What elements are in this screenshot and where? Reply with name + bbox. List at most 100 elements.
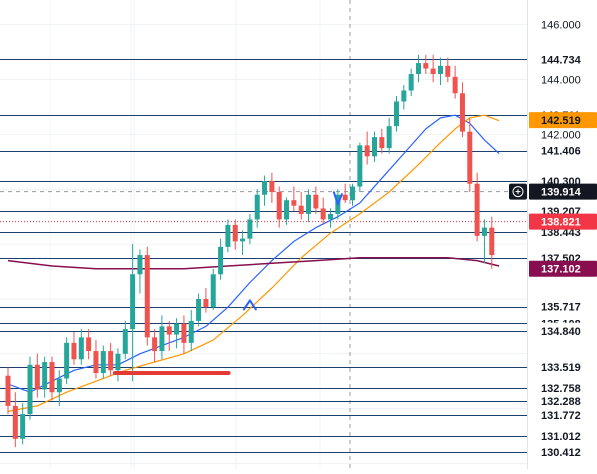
- price-axis: 146.000144.000142.000144.734142.711141.4…: [509, 0, 597, 469]
- candle: [291, 186, 297, 212]
- level-label: 134.840: [541, 326, 581, 338]
- candle: [108, 342, 114, 376]
- candle-body: [423, 63, 429, 69]
- candle-body: [313, 194, 319, 209]
- candle: [254, 189, 260, 228]
- candle-body: [269, 181, 275, 192]
- level-label: 131.772: [541, 410, 581, 422]
- candle: [393, 95, 399, 132]
- candle-body: [34, 364, 40, 390]
- candle-body: [174, 323, 180, 335]
- candle: [188, 309, 194, 352]
- candle-body: [122, 329, 128, 354]
- candle: [86, 329, 92, 360]
- candle: [269, 172, 275, 203]
- plus-icon: [512, 186, 524, 198]
- candle-body: [42, 362, 48, 390]
- candle-body: [445, 65, 451, 77]
- candle-body: [108, 351, 114, 371]
- candle: [203, 287, 209, 313]
- arrow-up-icon: [242, 299, 257, 311]
- candle-body: [20, 414, 26, 439]
- candle: [467, 117, 473, 192]
- candle: [20, 403, 26, 445]
- axis-tick-label: 144.000: [541, 75, 581, 87]
- candle: [27, 356, 33, 420]
- candle-body: [357, 145, 363, 187]
- candle: [306, 189, 312, 223]
- candle: [64, 337, 70, 384]
- candle: [350, 183, 356, 206]
- candle-body: [372, 137, 377, 157]
- candle-body: [276, 191, 282, 220]
- candle: [452, 65, 458, 99]
- candle: [122, 320, 128, 360]
- level-label-box: [529, 142, 597, 159]
- candle-body: [232, 224, 238, 242]
- level-label: 135.717: [541, 302, 581, 314]
- candle: [276, 186, 282, 228]
- candle-body: [64, 342, 70, 379]
- candle: [196, 293, 202, 327]
- price-badge-box: [529, 213, 597, 230]
- candle-body: [137, 255, 143, 275]
- candle: [174, 318, 180, 349]
- candle-body: [144, 255, 150, 338]
- level-label-box: [529, 358, 597, 375]
- level-label-box: [529, 379, 597, 396]
- candle: [137, 249, 143, 294]
- candle-body: [5, 375, 11, 406]
- candle-body: [393, 101, 399, 127]
- candle: [247, 213, 253, 245]
- candle-body: [379, 137, 385, 149]
- candle: [459, 82, 465, 138]
- candle-body: [130, 274, 136, 330]
- candle-body: [12, 405, 18, 439]
- candle: [357, 142, 363, 192]
- candle-body: [489, 227, 495, 256]
- candle: [401, 85, 407, 110]
- candle: [166, 320, 172, 352]
- level-label-box: [529, 406, 597, 423]
- candle-body: [306, 194, 312, 214]
- candle: [56, 370, 62, 406]
- candle: [298, 191, 304, 220]
- candle: [159, 315, 165, 360]
- candle: [445, 57, 451, 83]
- candle: [342, 183, 348, 203]
- candle: [408, 68, 414, 96]
- price-badge: 138.821: [541, 217, 581, 229]
- candle: [218, 238, 224, 280]
- axis-tick-label: 146.000: [541, 20, 581, 32]
- candle: [240, 230, 246, 256]
- candle-body: [240, 238, 246, 242]
- level-label: 132.288: [541, 396, 581, 408]
- level-label: 141.406: [541, 146, 581, 158]
- candle: [474, 172, 480, 242]
- annotations: [112, 191, 343, 376]
- candle: [232, 219, 238, 250]
- level-label: 132.758: [541, 383, 581, 395]
- candle-body: [100, 351, 106, 374]
- candle-body: [437, 65, 443, 75]
- candle-body: [196, 298, 202, 321]
- price-badge: 142.519: [541, 115, 581, 127]
- candle: [262, 175, 268, 206]
- level-label-box: [529, 51, 597, 68]
- candle: [379, 128, 385, 154]
- candle-body: [415, 63, 421, 75]
- price-badge-box: [529, 260, 597, 277]
- candle-body: [166, 326, 172, 335]
- candle: [372, 131, 377, 162]
- candle: [430, 54, 436, 83]
- candle-body: [284, 200, 290, 220]
- grid: [0, 0, 527, 469]
- price-badge: 139.914: [541, 187, 582, 199]
- candle-body: [342, 194, 348, 201]
- candle: [100, 345, 106, 379]
- level-label-box: [529, 444, 597, 461]
- candle-body: [430, 68, 436, 75]
- level-label: 131.012: [541, 431, 581, 443]
- candle: [489, 216, 495, 269]
- candle-body: [298, 205, 304, 214]
